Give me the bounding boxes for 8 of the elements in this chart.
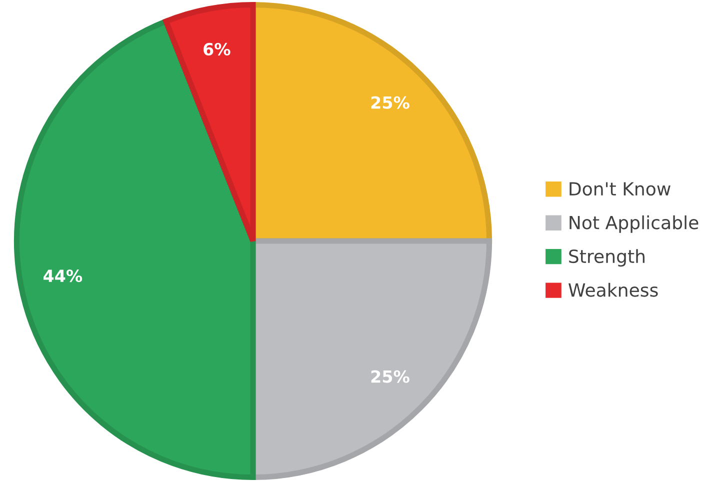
legend-label: Weakness xyxy=(568,282,658,297)
legend-label: Don't Know xyxy=(570,182,670,196)
data-label: 44% xyxy=(43,270,82,282)
legend-label: Not Applicable xyxy=(570,215,698,233)
data-label: 25% xyxy=(371,370,410,383)
legend-label: Strength xyxy=(569,249,644,267)
data-label: 25% xyxy=(371,96,410,109)
data-label: 6% xyxy=(204,42,230,56)
